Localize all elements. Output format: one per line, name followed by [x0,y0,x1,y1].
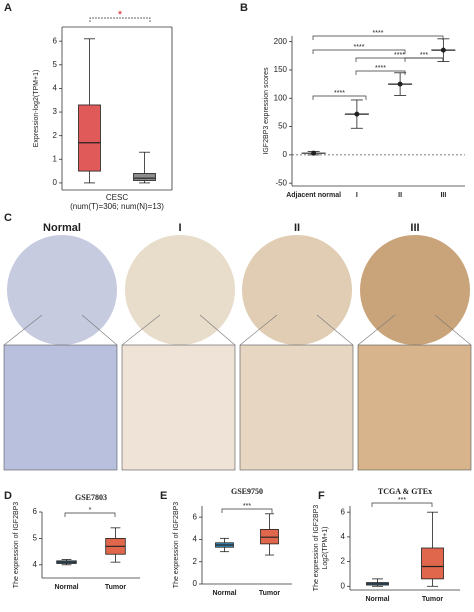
significance-bracket [312,49,406,54]
y-tick-label: 6 [53,36,58,45]
significance-label: *** [398,497,406,504]
y-axis-label: IGF2BP3 expression scores [263,67,270,155]
significance-label: **** [373,30,384,37]
y-tick-label: 2 [341,557,346,566]
y-tick-label: 100 [274,93,288,102]
box [421,547,444,580]
significance-label: * [89,507,92,514]
x-tick-label: II [398,192,402,199]
y-tick-label: 3 [53,107,58,116]
significance-bracket [312,35,444,40]
y-tick-label: 5 [53,60,58,69]
column-label: I [178,222,181,234]
y-tick-label: -50 [275,178,287,187]
y-tick-label: 0 [283,150,288,159]
y-axis-label: Expression-log2(TPM+1) [33,70,40,148]
mean-dot [311,150,317,156]
significance-label: *** [420,52,428,59]
significance-label: **** [334,90,345,97]
x-tick-label: Tumor [105,584,127,591]
column-label: II [294,222,300,234]
y-tick-label: 4 [193,535,198,544]
significance-bracket [404,57,444,62]
tissue-core [242,235,352,345]
tissue-core [360,235,470,345]
significance-bracket [89,17,151,22]
y-axis-label: Log2(TPM+1) [322,527,329,570]
tissue-zoom [357,344,472,471]
tissue-zoom [239,344,354,471]
x-tick-label: I [356,192,358,199]
y-tick-label: 150 [274,65,288,74]
zoom-line [3,314,472,346]
box [78,104,101,172]
y-tick-label: 0 [193,579,198,588]
chart-title: GSE7803 [75,493,107,502]
panel-label: D [4,490,12,502]
tissue-zoom [3,344,118,471]
panel-label: C [4,212,12,224]
x-tick-label: III [440,192,446,199]
significance-label: **** [394,52,405,59]
tissue-core [7,235,117,345]
significance-bracket [371,502,433,507]
y-tick-label: 1 [53,154,58,163]
y-axis-label: The expression of IGF2BP3 [173,502,180,588]
x-tick-label: Tumor [422,596,444,603]
y-axis-label: The expression of IGF2BP3 [313,505,320,591]
x-tick-label: Normal [212,590,236,597]
x-tick-label: Adjacent normal [286,192,341,199]
y-tick-label: 0 [341,581,346,590]
histology-panel: C Normal I II III [3,212,472,471]
panel-label: E [160,490,167,502]
x-tick-label: Normal [54,584,78,591]
significance-label: *** [243,503,251,510]
panel-label: A [4,2,12,14]
chart-title: GSE9750 [231,487,263,496]
chart-title: TCGA & GTEx [378,487,432,496]
x-tick-label: Normal [365,596,389,603]
column-label: III [410,222,419,234]
mean-dot [397,81,403,87]
y-tick-label: 6 [193,512,198,521]
y-tick-label: 6 [341,507,346,516]
tissue-core [125,235,235,345]
tissue-zoom [121,344,236,471]
significance-bracket [221,508,273,513]
y-tick-label: 4 [33,560,38,569]
mean-dot [440,47,446,53]
column-label: Normal [43,222,81,234]
significance-label: * [118,9,123,21]
significance-bracket [312,95,367,100]
y-tick-label: 5 [33,534,38,543]
panel-label: B [240,2,248,14]
y-tick-label: 4 [53,84,58,93]
y-tick-label: 6 [33,507,38,516]
x-axis-label: CESC [106,193,128,202]
significance-label: **** [375,65,386,72]
mean-dot [354,111,360,117]
significance-label: **** [354,44,365,51]
significance-bracket [355,70,406,75]
y-tick-label: 2 [193,557,198,566]
panel-label: F [318,490,325,502]
x-axis-label: (num(T)=306; num(N)=13) [70,202,164,211]
significance-bracket [64,512,116,517]
y-tick-label: 0 [53,178,58,187]
y-tick-label: 2 [53,131,58,140]
y-tick-label: 4 [341,532,346,541]
y-axis-label: The expression of IGF2BP3 [13,502,20,588]
y-tick-label: 50 [278,122,287,131]
y-tick-label: 200 [274,37,288,46]
box [133,173,156,181]
x-tick-label: Tumor [259,590,281,597]
